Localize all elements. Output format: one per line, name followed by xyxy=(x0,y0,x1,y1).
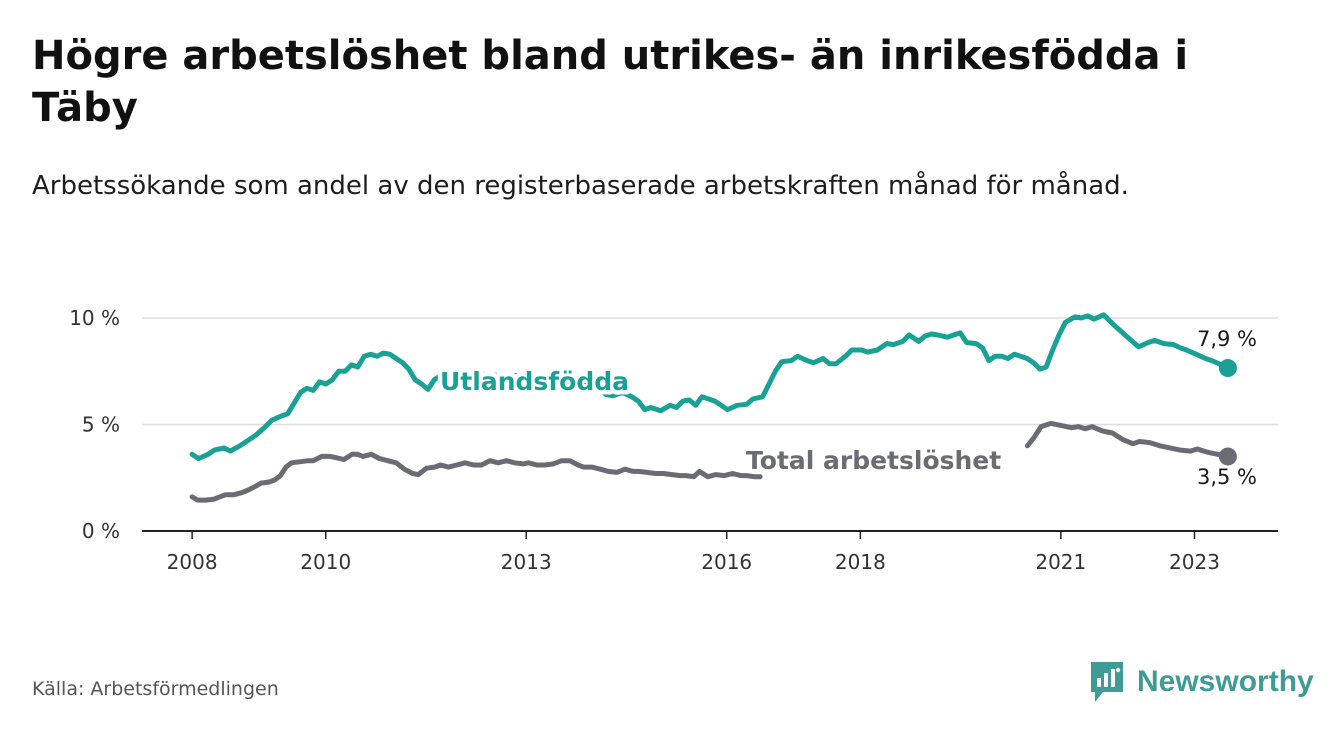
y-tick-label-0: 0 % xyxy=(82,519,120,543)
y-tick-label-2: 10 % xyxy=(69,306,120,330)
chart-subtitle: Arbetssökande som andel av den registerb… xyxy=(32,171,1129,201)
end-label-utlandsfodda: 7,9 % xyxy=(1197,327,1257,351)
x-tick-label-4: 2018 xyxy=(835,550,886,574)
series-lines xyxy=(189,312,1237,503)
x-tick-label-5: 2021 xyxy=(1035,550,1086,574)
gridlines xyxy=(142,317,1278,426)
y-tick-label-1: 5 % xyxy=(82,413,120,437)
newsworthy-chart-icon xyxy=(1091,662,1123,702)
series-line-utlandsfodda xyxy=(189,312,1231,462)
brand-name: Newsworthy xyxy=(1137,665,1314,698)
source-note: Källa: Arbetsförmedlingen xyxy=(32,678,279,700)
line-chart: 0 %5 %10 % 2008 2010 2013 2016 2018 2021 2023 … xyxy=(69,306,1278,574)
series-label-total: Total arbetslöshet xyxy=(746,446,1001,475)
newsworthy-logo[interactable]: Newsworthy xyxy=(1089,660,1314,704)
y-axis-ticks: 0 % 5 % 10 % xyxy=(69,306,120,543)
series-label-utlandsfodda: Utlandsfödda xyxy=(440,367,629,396)
x-axis: 2008 2010 2013 2016 2018 2021 2023 xyxy=(142,530,1278,574)
x-tick-label-0: 2008 xyxy=(167,550,218,574)
end-label-total: 3,5 % xyxy=(1197,465,1257,489)
chart-title: Högre arbetslöshet bland utrikes- än inr… xyxy=(32,33,1189,131)
series-label-utlandsfodda-halo: Utlandsfödda xyxy=(440,367,629,396)
x-tick-label-2: 2013 xyxy=(501,550,552,574)
x-tick-label-3: 2016 xyxy=(701,550,752,574)
series-line-total-part1 xyxy=(189,451,763,503)
end-marker-total xyxy=(1218,447,1237,466)
series-label-total-halo: Total arbetslöshet xyxy=(746,446,1001,475)
series-line-total-part2 xyxy=(1024,420,1231,459)
x-tick-label-1: 2010 xyxy=(300,550,351,574)
x-tick-label-6: 2023 xyxy=(1169,550,1220,574)
end-marker-utlandsfodda xyxy=(1218,359,1237,378)
